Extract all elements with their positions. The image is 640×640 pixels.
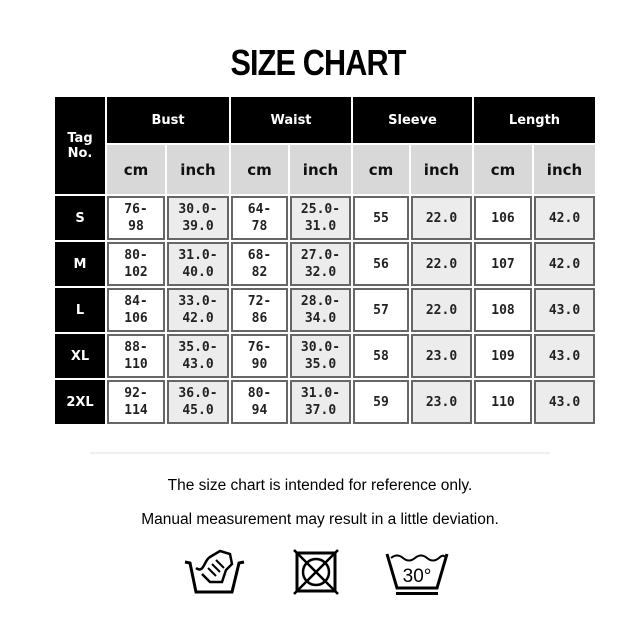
size-tag: XL — [55, 334, 105, 378]
table-cell: 68-82 — [231, 242, 288, 286]
table-cell: 80-94 — [231, 380, 288, 424]
group-header: Sleeve — [353, 97, 472, 143]
table-cell: 42.0 — [534, 242, 595, 286]
reference-note: The size chart is intended for reference… — [167, 477, 473, 494]
table-cell: 27.0-32.0 — [290, 242, 351, 286]
unit-header: inch — [534, 145, 595, 194]
table-cell: 76-98 — [107, 196, 165, 240]
table-cell: 22.0 — [411, 288, 472, 332]
table-cell: 36.0-45.0 — [167, 380, 229, 424]
table-cell: 30.0-35.0 — [290, 334, 351, 378]
table-cell: 28.0-34.0 — [290, 288, 351, 332]
size-tag: S — [55, 196, 105, 240]
table-cell: 23.0 — [411, 380, 472, 424]
page-title: SIZE CHART — [230, 42, 406, 83]
table-cell: 55 — [353, 196, 409, 240]
table-cell: 31.0-40.0 — [167, 242, 229, 286]
unit-header: inch — [411, 145, 472, 194]
group-header: Length — [474, 97, 595, 143]
table-cell: 109 — [474, 334, 532, 378]
deviation-note: Manual measurement may result in a littl… — [141, 511, 499, 528]
table-cell: 58 — [353, 334, 409, 378]
table-cell: 42.0 — [534, 196, 595, 240]
table-cell: 57 — [353, 288, 409, 332]
table-cell: 64-78 — [231, 196, 288, 240]
table-cell: 56 — [353, 242, 409, 286]
tag-header: Tag No. — [55, 97, 105, 194]
group-header: Bust — [107, 97, 229, 143]
table-cell: 59 — [353, 380, 409, 424]
unit-header: inch — [290, 145, 351, 194]
table-cell: 22.0 — [411, 242, 472, 286]
table-cell: 76-90 — [231, 334, 288, 378]
size-chart-table: Tag No. Bust Waist Sleeve Length cm inch cm inc… — [55, 97, 595, 426]
unit-header: cm — [353, 145, 409, 194]
table-cell: 23.0 — [411, 334, 472, 378]
wash-30-icon: 30° — [385, 553, 449, 595]
unit-header: inch — [167, 145, 229, 194]
table-cell: 43.0 — [534, 334, 595, 378]
table-cell: 108 — [474, 288, 532, 332]
table-cell: 106 — [474, 196, 532, 240]
size-tag: M — [55, 242, 105, 286]
table-cell: 92-114 — [107, 380, 165, 424]
table-cell: 80-102 — [107, 242, 165, 286]
size-tag: 2XL — [55, 380, 105, 424]
table-cell: 35.0-43.0 — [167, 334, 229, 378]
table-cell: 25.0-31.0 — [290, 196, 351, 240]
group-header: Waist — [231, 97, 351, 143]
table-cell: 72-86 — [231, 288, 288, 332]
table-cell: 107 — [474, 242, 532, 286]
wash-temperature-label: 30° — [403, 566, 432, 587]
table-cell: 30.0-39.0 — [167, 196, 229, 240]
table-cell: 84-106 — [107, 288, 165, 332]
unit-header: cm — [107, 145, 165, 194]
table-cell: 43.0 — [534, 380, 595, 424]
divider — [90, 452, 550, 454]
unit-header: cm — [474, 145, 532, 194]
table-cell: 110 — [474, 380, 532, 424]
do-not-tumble-dry-icon — [293, 549, 339, 595]
table-cell: 88-110 — [107, 334, 165, 378]
size-tag: L — [55, 288, 105, 332]
table-cell: 31.0-37.0 — [290, 380, 351, 424]
table-cell: 43.0 — [534, 288, 595, 332]
hand-wash-icon — [184, 549, 245, 594]
table-cell: 33.0-42.0 — [167, 288, 229, 332]
table-cell: 22.0 — [411, 196, 472, 240]
unit-header: cm — [231, 145, 288, 194]
